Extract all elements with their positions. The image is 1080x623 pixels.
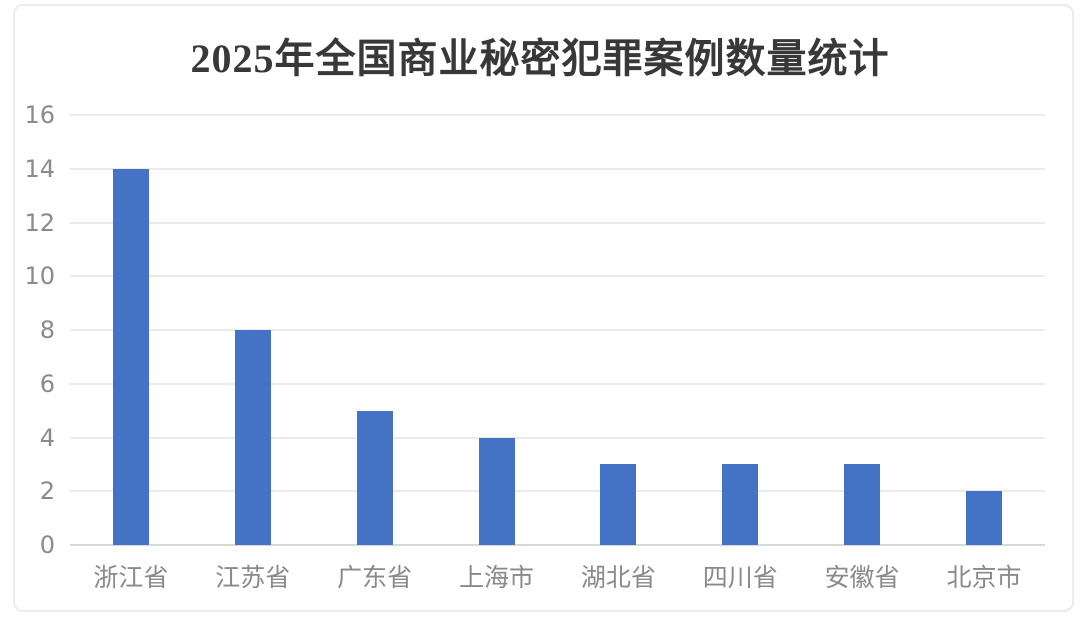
bar-slot xyxy=(558,115,680,545)
bar-slot xyxy=(436,115,558,545)
bar-北京市 xyxy=(966,491,1003,545)
y-tick-label-6: 6 xyxy=(39,369,55,398)
bar-slot xyxy=(70,115,192,545)
y-tick-label-0: 0 xyxy=(39,531,55,559)
bar-江苏省 xyxy=(234,330,271,545)
gridline-14 xyxy=(70,167,1045,170)
gridline-10 xyxy=(70,275,1045,278)
x-tick-label-上海市: 上海市 xyxy=(459,563,535,592)
bar-slot xyxy=(801,115,923,545)
x-tick-label-北京市: 北京市 xyxy=(946,563,1022,592)
x-tick-label-江苏省: 江苏省 xyxy=(215,563,291,592)
x-tick-label-安徽省: 安徽省 xyxy=(824,563,900,592)
x-tick-label-广东省: 广东省 xyxy=(337,563,413,592)
x-tick-label-湖北省: 湖北省 xyxy=(580,563,656,592)
bar-slot xyxy=(192,115,314,545)
gridline-4 xyxy=(70,436,1045,439)
y-tick-label-14: 14 xyxy=(24,154,55,183)
chart-title: 2025年全国商业秘密犯罪案例数量统计 xyxy=(190,36,890,81)
x-axis-baseline xyxy=(70,544,1045,546)
y-axis-labels: 0 2 4 6 8 10 12 14 16 xyxy=(0,101,55,559)
y-tick-label-8: 8 xyxy=(39,316,55,344)
bar-四川省 xyxy=(722,464,759,545)
bar-slot xyxy=(923,115,1045,545)
bar-上海市 xyxy=(478,437,515,545)
y-tick-label-16: 16 xyxy=(24,101,55,129)
gridline-8 xyxy=(70,329,1045,331)
bar-slot xyxy=(679,115,801,545)
plot-area xyxy=(70,114,1045,546)
y-tick-label-4: 4 xyxy=(39,423,55,452)
y-tick-label-2: 2 xyxy=(39,477,55,506)
gridline-16 xyxy=(70,114,1045,116)
gridline-12 xyxy=(70,221,1045,224)
gridline-2 xyxy=(70,490,1045,493)
bars xyxy=(70,115,1045,545)
x-tick-label-浙江省: 浙江省 xyxy=(93,563,169,592)
bar-广东省 xyxy=(356,410,393,545)
gridline-6 xyxy=(70,382,1045,385)
x-tick-label-四川省: 四川省 xyxy=(702,563,778,592)
bar-湖北省 xyxy=(600,464,637,545)
y-tick-label-12: 12 xyxy=(24,208,55,237)
x-axis-labels: 浙江省 江苏省 广东省 上海市 湖北省 四川省 安徽省 北京市 xyxy=(70,558,1045,594)
bar-安徽省 xyxy=(844,464,881,545)
bar-浙江省 xyxy=(112,168,149,545)
y-tick-label-10: 10 xyxy=(24,262,55,291)
bar-slot xyxy=(314,115,436,545)
